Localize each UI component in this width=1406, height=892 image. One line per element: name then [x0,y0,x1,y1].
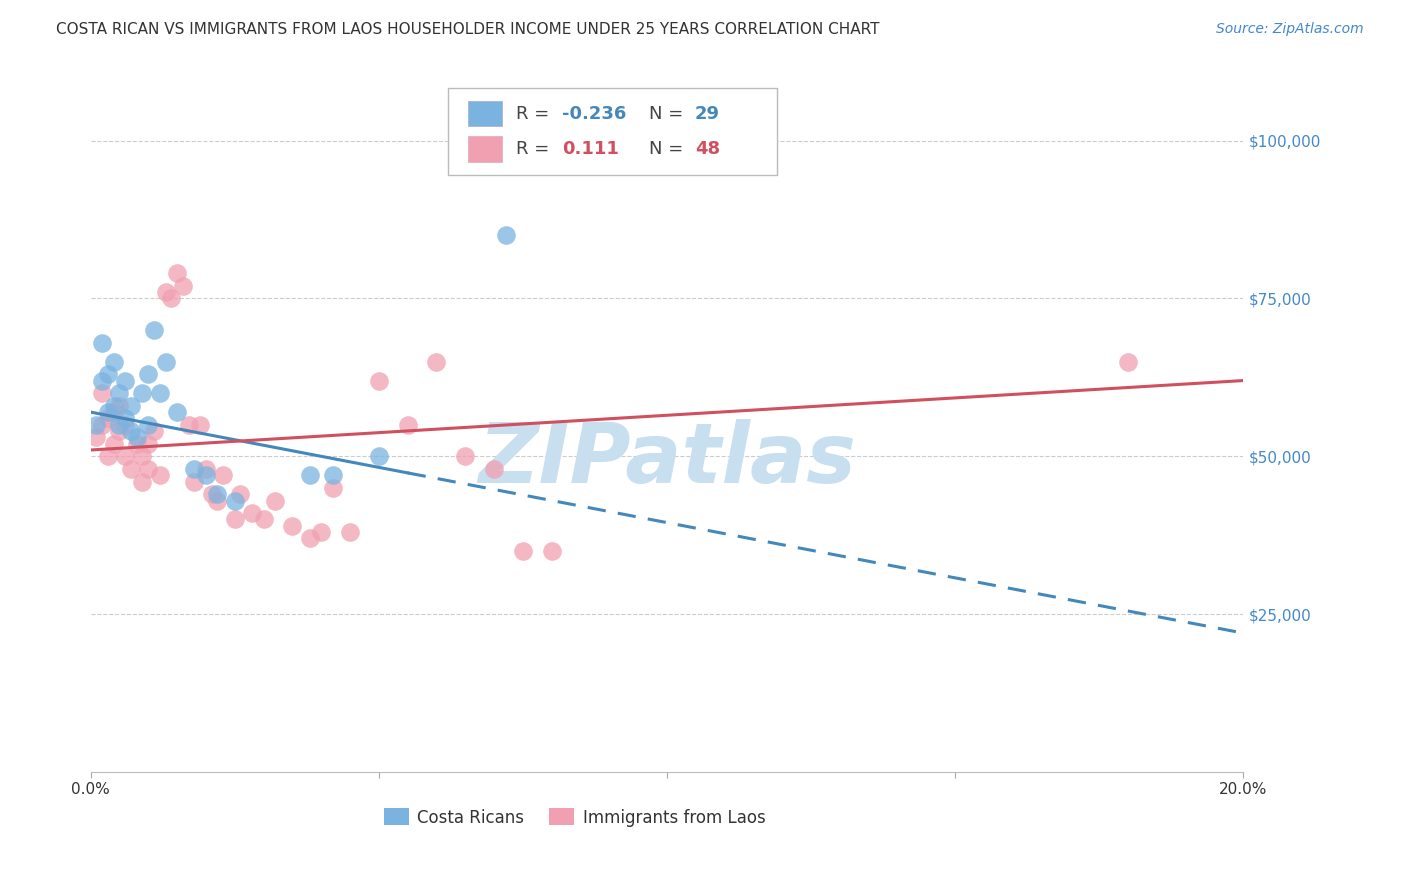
Point [86,430,108,444]
Point [166,266,188,280]
Point [120,399,142,413]
Point [281,518,304,533]
Point [229,487,252,501]
Text: -0.236: -0.236 [562,104,627,123]
Point [183,462,205,476]
Text: R =: R = [516,140,555,158]
Point [114,411,136,425]
Point [108,417,131,432]
Point [252,512,274,526]
Point [207,487,229,501]
Point [367,374,389,388]
Point [131,475,153,489]
Bar [468,136,502,161]
Bar [468,101,502,127]
Point [131,386,153,401]
Point [97,368,120,382]
Point [396,417,419,432]
Point [298,532,321,546]
Text: N =: N = [648,140,689,158]
Point [103,405,125,419]
Point [97,405,120,419]
Point [91,417,114,432]
Point [322,481,344,495]
Point [155,285,177,300]
Point [482,462,505,476]
Point [114,374,136,388]
Point [264,493,287,508]
Point [114,417,136,432]
Point [322,468,344,483]
Point [97,450,120,464]
Point [97,411,120,425]
Point [155,354,177,368]
Point [240,506,263,520]
Point [183,475,205,489]
Point [495,228,517,243]
Point [86,417,108,432]
Point [91,386,114,401]
Point [166,405,188,419]
Text: N =: N = [648,104,689,123]
Point [177,417,200,432]
Text: COSTA RICAN VS IMMIGRANTS FROM LAOS HOUSEHOLDER INCOME UNDER 25 YEARS CORRELATIO: COSTA RICAN VS IMMIGRANTS FROM LAOS HOUS… [56,22,880,37]
Point [108,386,131,401]
Text: 29: 29 [695,104,720,123]
Point [125,430,148,444]
Point [125,436,148,450]
Point [103,436,125,450]
Point [108,399,131,413]
Point [1116,354,1139,368]
Point [120,462,142,476]
Point [454,450,477,464]
Point [224,512,246,526]
Point [194,468,217,483]
Point [120,424,142,438]
Point [224,493,246,508]
Point [172,278,194,293]
Point [540,544,562,558]
Point [136,462,159,476]
Text: ZIPatlas: ZIPatlas [478,419,856,500]
Point [136,417,159,432]
Point [149,468,172,483]
Point [103,354,125,368]
Point [91,374,114,388]
Point [149,386,172,401]
Point [309,525,332,540]
Point [143,424,166,438]
Point [201,487,224,501]
Point [194,462,217,476]
Point [103,399,125,413]
Point [339,525,361,540]
Point [207,493,229,508]
Point [160,292,183,306]
Text: Source: ZipAtlas.com: Source: ZipAtlas.com [1216,22,1364,37]
Text: R =: R = [516,104,555,123]
Point [91,335,114,350]
Point [136,368,159,382]
FancyBboxPatch shape [449,87,776,175]
Point [425,354,447,368]
Legend: Costa Ricans, Immigrants from Laos: Costa Ricans, Immigrants from Laos [377,802,772,833]
Text: 48: 48 [695,140,720,158]
Point [143,323,166,337]
Point [188,417,211,432]
Point [512,544,534,558]
Point [108,424,131,438]
Point [136,436,159,450]
Point [298,468,321,483]
Point [212,468,235,483]
Text: 0.111: 0.111 [562,140,619,158]
Point [131,450,153,464]
Point [367,450,389,464]
Point [114,450,136,464]
